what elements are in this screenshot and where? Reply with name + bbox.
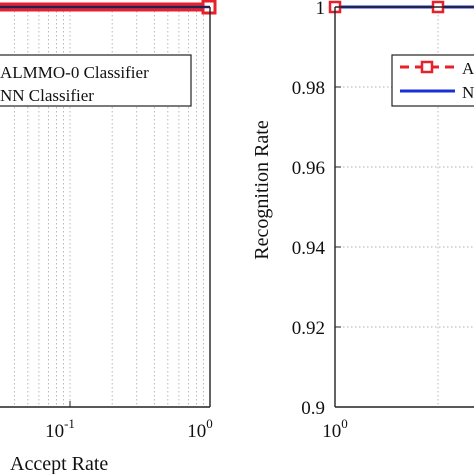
right-y-ticks: 0.9 0.92 0.94 0.96 0.98 1 xyxy=(292,0,341,419)
left-x-tick-label: 100 xyxy=(187,416,213,442)
right-y-tick-label: 0.9 xyxy=(301,398,325,419)
right-legend-entry-almmo: A xyxy=(462,59,474,78)
right-y-tick-label: 0.96 xyxy=(292,158,325,179)
right-y-tick-label: 0.92 xyxy=(292,318,325,339)
right-y-tick-label: 0.94 xyxy=(292,238,326,259)
left-legend: ALMMO-0 Classifier NN Classifier xyxy=(0,54,192,107)
right-legend-entry-nn: N xyxy=(462,83,474,102)
right-legend-marker-almmo xyxy=(420,60,434,74)
left-x-tick-label: 10-1 xyxy=(45,416,75,442)
right-legend-box xyxy=(391,54,474,107)
left-x-ticks: 10-1 100 xyxy=(45,401,213,442)
right-x-ticks: 100 xyxy=(322,416,348,442)
right-x-tick-label: 100 xyxy=(322,416,348,442)
left-legend-entry-almmo: ALMMO-0 Classifier xyxy=(0,63,149,82)
right-y-tick-label: 0.98 xyxy=(292,78,325,99)
left-x-axis-label: Accept Rate xyxy=(10,453,108,474)
right-y-tick-label: 1 xyxy=(316,0,326,19)
left-legend-box xyxy=(0,54,192,107)
left-grid xyxy=(13,7,204,407)
right-legend: A N xyxy=(391,54,474,107)
left-legend-entry-nn: NN Classifier xyxy=(0,86,94,105)
left-chart: 10-1 100 ALMMO-0 Classifier NN Classifier… xyxy=(0,0,217,474)
right-y-axis-label: Recognition Rate xyxy=(251,120,273,260)
right-chart: 0.9 0.92 0.94 0.96 0.98 1 100 A N Recognition… xyxy=(251,0,474,442)
